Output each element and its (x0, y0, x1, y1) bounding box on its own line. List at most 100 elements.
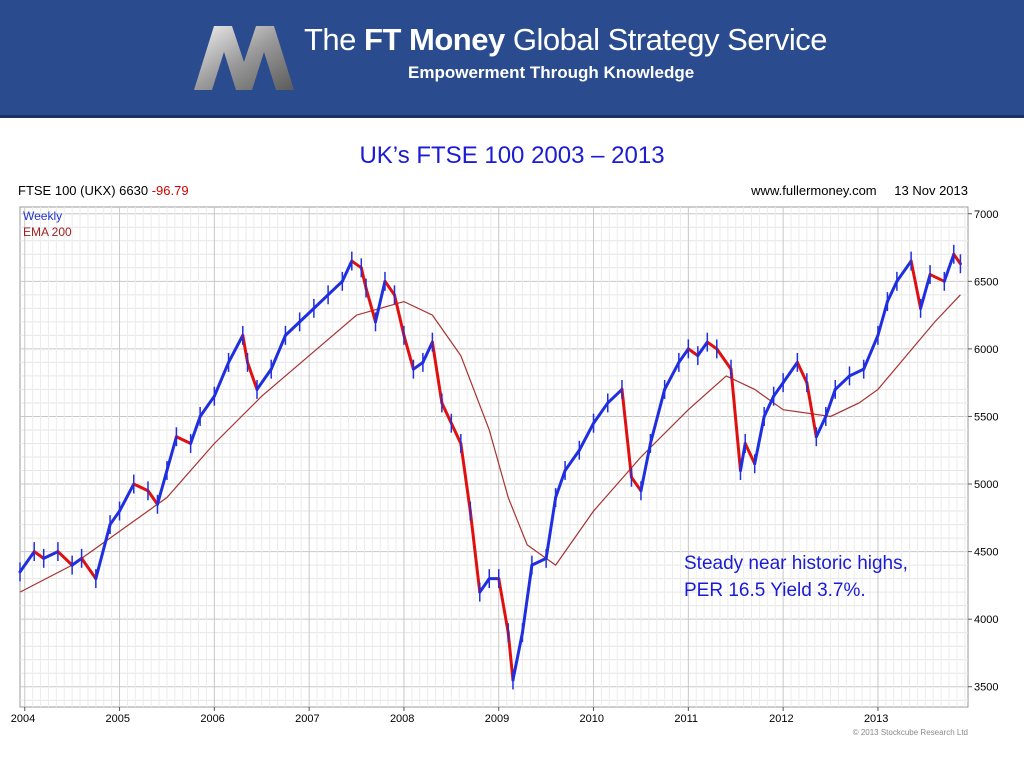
price-segment (269, 333, 287, 371)
price-segment (639, 441, 652, 493)
price-segment (762, 394, 776, 418)
price-segment (530, 556, 548, 567)
price-segment (174, 435, 193, 445)
price-segment (795, 360, 809, 385)
header-banner: The FT Money Global Strategy Service Emp… (0, 0, 1024, 118)
price-segment (298, 306, 316, 324)
x-tick-label: 2010 (580, 713, 604, 725)
price-segment (255, 367, 273, 391)
brand-prefix: The (304, 22, 356, 57)
price-segment (715, 347, 733, 371)
price-segment (165, 435, 178, 473)
chart-date: 13 Nov 2013 (894, 183, 968, 198)
price-segment (421, 340, 434, 364)
price-segment (364, 286, 377, 324)
price-segment (862, 333, 880, 371)
ema-line (19, 294, 961, 593)
price-segment (520, 563, 534, 635)
legend-weekly: Weekly (23, 209, 63, 223)
price-segment (833, 374, 851, 391)
price-segment (18, 550, 36, 574)
price-segment (738, 441, 747, 473)
price-segment (895, 259, 913, 283)
slide-title: UK’s FTSE 100 2003 – 2013 (359, 142, 665, 169)
price-segment (392, 293, 406, 337)
price-segment (876, 300, 889, 337)
price-segment (563, 448, 581, 473)
weekly-series (18, 244, 962, 690)
legend-ema: EMA 200 (23, 225, 72, 239)
price-segment (729, 367, 742, 473)
price-segment (506, 631, 515, 682)
grid (20, 207, 968, 707)
price-segment (312, 293, 330, 310)
price-segment (805, 381, 818, 439)
annotation-line1: Steady near historic highs, (684, 553, 908, 574)
price-segment (155, 469, 169, 506)
source-link: www.fullermoney.com (751, 183, 877, 198)
price-segment (648, 387, 667, 445)
price-segment (94, 523, 112, 581)
brand-name: The FT Money Global Strategy Service (304, 22, 828, 58)
price-segment (146, 489, 159, 506)
price-segment (696, 340, 709, 358)
price-segment (132, 482, 150, 493)
price-segment (824, 387, 837, 418)
price-segment (459, 441, 472, 513)
chart-source: www.fullermoney.com 13 Nov 2013 (751, 183, 968, 198)
price-segment (753, 414, 766, 466)
instrument-label: FTSE 100 (UKX) 6630 (18, 183, 149, 198)
price-segment (80, 556, 98, 581)
price-segment (189, 414, 202, 445)
brand-suffix: Global Strategy Service (512, 22, 828, 57)
price-segment (359, 266, 368, 290)
price-segment (70, 556, 84, 567)
price-segment (449, 421, 463, 445)
y-tick-label: 4500 (974, 547, 998, 559)
price-segment (340, 259, 354, 283)
price-segment (885, 279, 899, 304)
x-tick-label: 2006 (200, 713, 224, 725)
price-segment (411, 360, 425, 371)
price-segment (440, 401, 453, 425)
price-segment (848, 367, 866, 378)
price-segment (374, 279, 387, 324)
fuller-money-logo (194, 26, 294, 90)
price-segment (814, 414, 828, 439)
price-segment (686, 347, 700, 358)
x-tick-label: 2004 (11, 713, 35, 725)
price-segment (350, 259, 363, 270)
price-segment (781, 360, 799, 385)
y-tick-label: 7000 (974, 209, 998, 221)
change-value: -96.79 (151, 183, 189, 198)
price-segment (919, 273, 932, 310)
x-tick-label: 2012 (769, 713, 793, 725)
price-segment (544, 496, 558, 560)
ema-series (19, 294, 961, 593)
price-segment (56, 550, 74, 567)
price-segment (629, 475, 643, 493)
price-segment (32, 550, 46, 560)
x-axis: 2004 2005 2006 2007 2008 2009 2010 2011 2012 2013 (11, 707, 888, 725)
x-tick-label: 2007 (295, 713, 319, 725)
price-segment (42, 550, 60, 560)
x-tick-label: 2013 (864, 713, 888, 725)
price-segment (283, 320, 302, 337)
price-segment (620, 387, 633, 479)
price-segment (554, 469, 567, 500)
annotation: Steady near historic highs, PER 16.5 Yie… (684, 550, 908, 604)
price-segment (241, 333, 250, 364)
price-segment (677, 347, 690, 364)
y-tick-label: 6000 (974, 344, 998, 356)
price-segment (468, 509, 482, 594)
price-segment (108, 509, 122, 527)
price-segment (212, 360, 231, 398)
price-segment (942, 252, 956, 283)
price-segment (326, 279, 344, 297)
price-segment (772, 381, 785, 398)
price-segment (402, 333, 415, 371)
price-segment (743, 441, 757, 466)
price-segment (511, 631, 524, 682)
price-segment (478, 577, 491, 594)
